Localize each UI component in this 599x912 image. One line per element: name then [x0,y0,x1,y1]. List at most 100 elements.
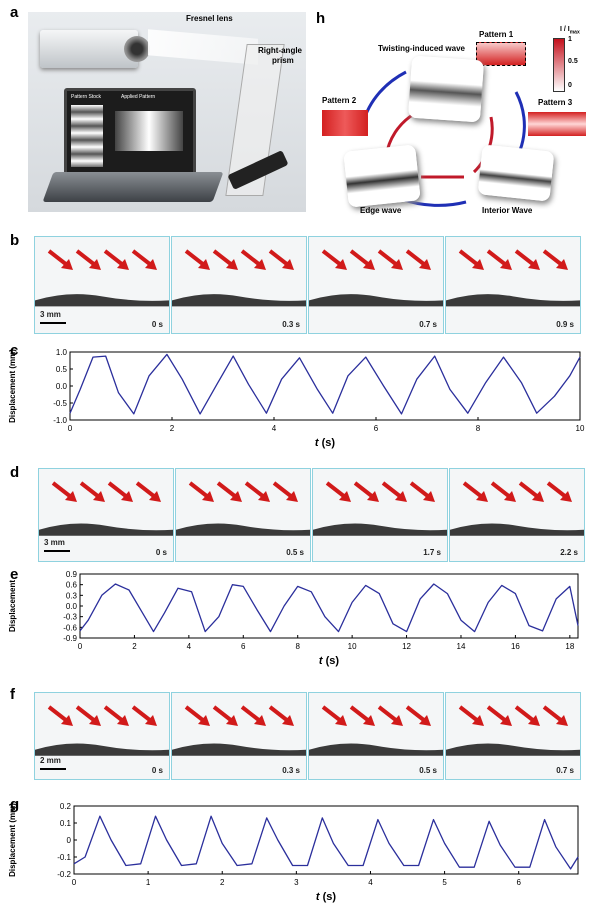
light-arrow-icon [240,249,266,270]
x-axis-label: t (s) [319,655,340,667]
light-arrow-icon [321,705,347,726]
fresnel-label: Fresnel lens [186,14,233,23]
y-tick-label: -0.6 [63,623,77,632]
snapshot-frame: 1.7 s [312,468,448,562]
light-arrow-icon [79,481,105,502]
light-arrow-icon [486,705,512,726]
pattern-3-label: Pattern 3 [538,98,573,107]
sheet-profile [39,523,173,536]
snapshot-frame: 0 s [34,236,170,334]
light-arrow-icon [514,705,540,726]
pattern-stock-label: Pattern Stock [71,94,102,100]
interior-wave-label: Interior Wave [482,206,533,215]
colorbar [553,38,565,92]
projector-lens [124,36,150,62]
light-arrow-icon [216,481,242,502]
scale-bar-label: 2 mm [40,756,61,765]
pattern-1-box [476,42,526,66]
snapshot-frame: 0.3 s [171,236,307,334]
x-tick-label: 3 [294,878,299,887]
x-tick-label: 10 [348,642,357,651]
y-tick-label: -0.3 [63,613,77,622]
scale-bar [44,550,70,552]
time-stamp: 0 s [151,320,163,329]
y-tick-label: -0.2 [57,870,71,879]
twisting-wave-photo [407,55,485,123]
sheet-profile [309,294,443,307]
y-axis-label: Displacement [8,580,17,632]
time-stamp: 0.7 s [419,320,437,329]
light-beam [148,29,258,65]
light-arrow-icon [546,481,572,502]
displacement-curve [79,583,579,633]
x-tick-label: 4 [187,642,192,651]
light-arrow-icon [75,705,101,726]
y-tick-label: 0.5 [56,365,68,374]
x-tick-label: 2 [132,642,137,651]
light-arrow-icon [212,705,238,726]
y-tick-label: 0 [67,836,72,845]
sheet-profile [446,743,580,756]
y-axis-label: Displacement (mm) [8,349,17,423]
light-arrow-icon [458,705,484,726]
colorbar-tick-0: 0 [568,82,572,89]
applied-pattern-preview [115,111,183,151]
edge-wave-photo [343,144,421,208]
y-tick-label: -0.5 [53,399,67,408]
x-tick-label: 0 [78,642,83,651]
time-stamp: 0 s [151,766,163,775]
light-arrow-icon [381,481,407,502]
light-arrow-icon [353,481,379,502]
time-stamp: 0 s [155,548,167,557]
panel-d-label: d [10,464,20,481]
x-tick-label: 1 [146,878,151,887]
light-arrow-icon [405,705,431,726]
light-arrow-icon [240,705,266,726]
snapshot-frame: 0.3 s [171,692,307,780]
snapshot-frame: 2.2 s [449,468,585,562]
x-tick-label: 8 [476,424,481,433]
light-arrow-icon [321,249,347,270]
edge-wave-label: Edge wave [360,206,402,215]
pattern-1-label: Pattern 1 [479,30,514,39]
colorbar-tick-05: 0.5 [568,58,578,65]
colorbar-tick-1: 1 [568,36,572,43]
time-stamp: 0.5 s [286,548,304,557]
displacement-curve [69,353,581,415]
light-arrow-icon [462,481,488,502]
time-stamp: 1.7 s [423,548,441,557]
light-arrow-icon [244,481,270,502]
sheet-profile [172,294,306,307]
panel-h-label: h [316,10,326,27]
x-tick-label: 16 [511,642,520,651]
light-arrow-icon [188,481,214,502]
light-arrow-icon [184,249,210,270]
light-arrow-icon [272,481,298,502]
panel-f-label: f [10,686,15,703]
y-tick-label: 0.6 [66,581,78,590]
light-arrow-icon [103,249,129,270]
light-arrow-icon [51,481,77,502]
light-arrow-icon [107,481,133,502]
scale-bar [40,768,66,770]
time-stamp: 0.5 s [419,766,437,775]
panel-g-label: g [10,796,20,813]
light-arrow-icon [47,705,73,726]
y-tick-label: 0.9 [66,570,78,579]
x-tick-label: 14 [457,642,466,651]
projector [40,30,138,68]
light-arrow-icon [47,249,73,270]
light-arrow-icon [486,249,512,270]
panel-e-label: e [10,566,19,583]
pattern-2-box [322,110,368,136]
displacement-plot-g: 0 1 2 3 4 5 6 0.2 0.1 0 -0.1 -0.2 Displacement (mm) t… [0,794,599,912]
x-tick-label: 4 [272,424,277,433]
light-arrow-icon [409,481,435,502]
light-arrow-icon [131,705,157,726]
displacement-plot-e: 0 2 4 6 8 10 12 14 16 18 0.9 0.6 0.3 0.0 -0.3 -0.6 -0.9 D… [0,560,599,678]
x-tick-label: 5 [442,878,447,887]
time-stamp: 0.3 s [282,320,300,329]
light-arrow-icon [212,249,238,270]
x-tick-label: 6 [241,642,246,651]
light-arrow-icon [75,249,101,270]
